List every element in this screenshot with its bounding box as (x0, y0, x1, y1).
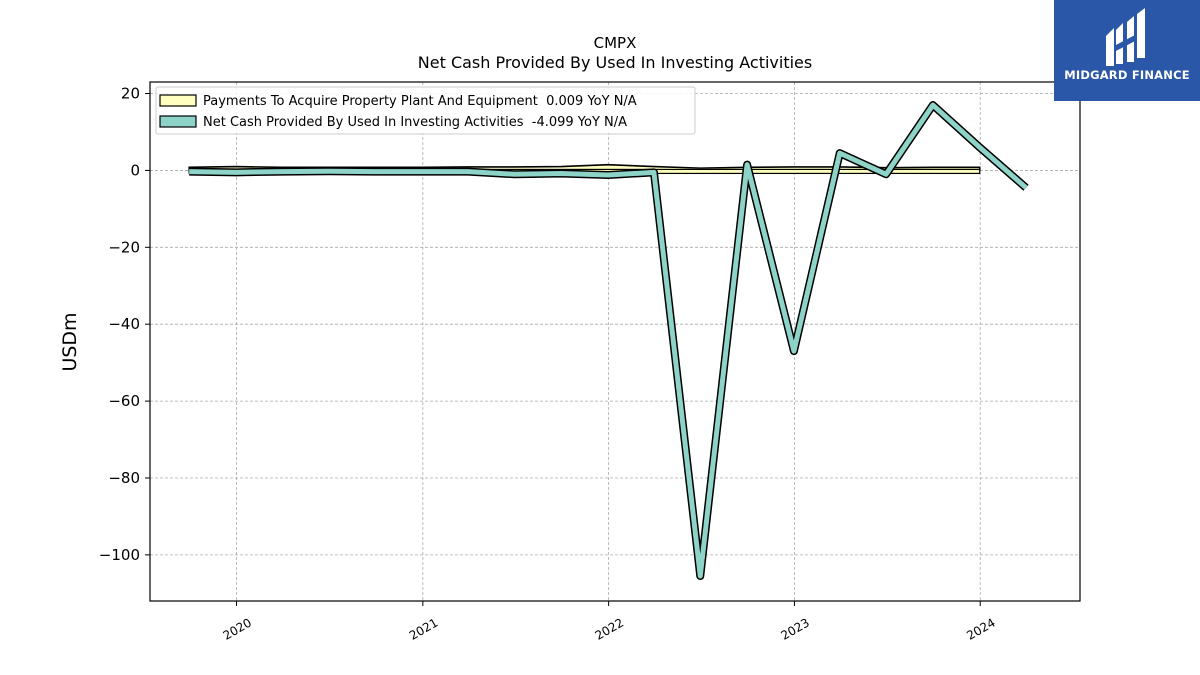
y-tick-label: −60 (108, 392, 140, 410)
legend: Payments To Acquire Property Plant And E… (155, 86, 696, 135)
chart-title: CMPX (594, 34, 637, 52)
x-tick-label: 2023 (778, 615, 811, 642)
x-tick-label: 2021 (407, 615, 440, 642)
x-tick-label: 2022 (593, 615, 626, 642)
legend-label-ppe: Payments To Acquire Property Plant And E… (203, 94, 637, 109)
grid (150, 82, 1080, 601)
brand-logo: MIDGARD FINANCE (1054, 0, 1200, 101)
y-tick-label: −20 (108, 238, 140, 256)
series-line-net-cash (189, 102, 1028, 579)
legend-box (155, 86, 696, 135)
chart-subtitle: Net Cash Provided By Used In Investing A… (418, 53, 812, 72)
midgard-logo-icon (1106, 8, 1145, 66)
y-tick-label: 20 (121, 85, 140, 103)
y-tick-label: −40 (108, 315, 140, 333)
brand-name: MIDGARD FINANCE (1064, 68, 1190, 82)
plot-area (188, 101, 1029, 581)
x-tick-label: 2020 (221, 615, 254, 642)
y-axis-label: USDm (59, 312, 81, 371)
x-tick-label: 2024 (964, 615, 997, 642)
y-tick-label: 0 (130, 161, 140, 179)
legend-swatch-ppe (159, 94, 197, 107)
y-axis: 20 0 −20 −40 −60 −80 −100 (99, 85, 150, 564)
x-axis: 2020 2021 2022 2023 2024 (221, 601, 998, 643)
legend-label-net-cash: Net Cash Provided By Used In Investing A… (203, 115, 627, 130)
plot-frame (149, 81, 1081, 602)
y-tick-label: −100 (99, 546, 140, 564)
legend-swatch-net-cash (159, 115, 197, 128)
y-tick-label: −80 (108, 469, 140, 487)
